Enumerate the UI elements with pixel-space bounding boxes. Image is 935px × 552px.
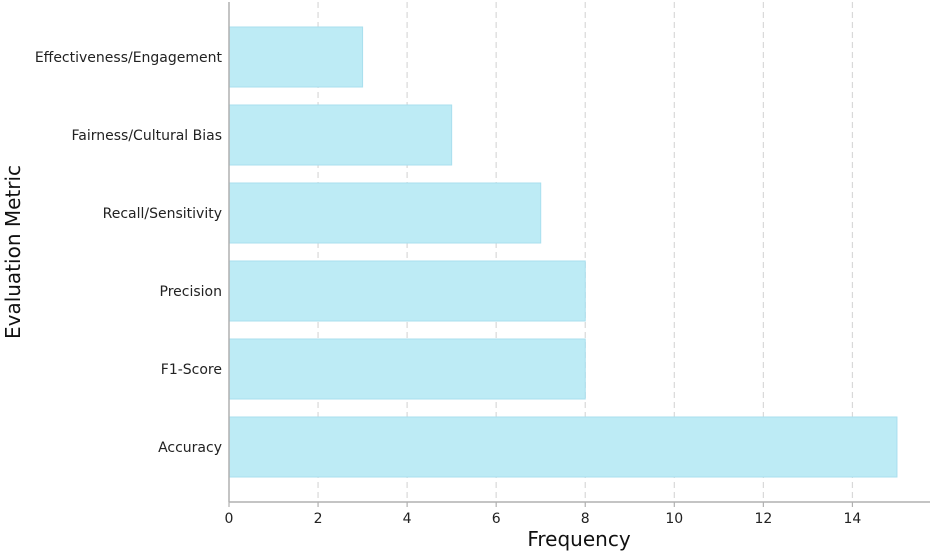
y-tick-label: Accuracy bbox=[158, 440, 222, 456]
x-tick-label: 14 bbox=[844, 511, 862, 527]
bars bbox=[228, 26, 898, 478]
bar-accuracy bbox=[228, 416, 898, 478]
x-axis-title: Frequency bbox=[527, 527, 630, 551]
y-axis-title: Evaluation Metric bbox=[1, 165, 25, 339]
x-tick-label: 10 bbox=[665, 511, 683, 527]
x-tick-label: 0 bbox=[225, 511, 234, 527]
y-tick-label: F1-Score bbox=[161, 362, 222, 378]
bar-recall-sensitivity bbox=[228, 182, 542, 244]
bar-precision bbox=[228, 260, 586, 322]
axes bbox=[228, 2, 930, 503]
bar-fairness-cultural-bias bbox=[228, 104, 453, 166]
grid-lines bbox=[317, 2, 854, 502]
bar-effectiveness-engagement bbox=[228, 26, 364, 88]
y-tick-label: Precision bbox=[160, 284, 222, 300]
x-tick-label: 4 bbox=[403, 511, 412, 527]
y-tick-label: Recall/Sensitivity bbox=[103, 206, 222, 222]
y-tick-label: Effectiveness/Engagement bbox=[35, 50, 223, 66]
x-tick-label: 12 bbox=[754, 511, 772, 527]
x-tick-labels: 0 2 4 6 8 10 12 14 bbox=[225, 502, 862, 527]
x-tick-label: 6 bbox=[492, 511, 501, 527]
x-tick-label: 2 bbox=[314, 511, 323, 527]
y-tick-labels: Effectiveness/Engagement Fairness/Cultura… bbox=[35, 50, 223, 456]
x-tick-label: 8 bbox=[581, 511, 590, 527]
y-tick-label: Fairness/Cultural Bias bbox=[72, 128, 222, 144]
bar-f1-score bbox=[228, 338, 586, 400]
